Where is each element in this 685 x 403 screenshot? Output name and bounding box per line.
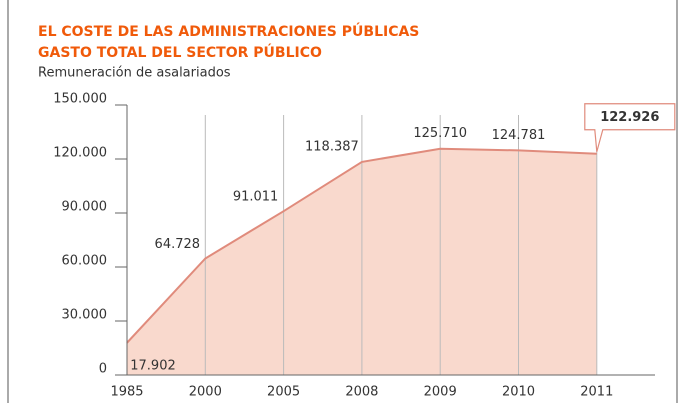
value-label: 91.011 <box>233 190 279 205</box>
value-label: 17.902 <box>130 358 176 373</box>
chart-subtitle: GASTO TOTAL DEL SECTOR PÚBLICO <box>38 43 322 61</box>
value-label: 122.926 <box>600 110 659 125</box>
y-tick-label: 0 <box>99 362 107 377</box>
x-tick-label: 2008 <box>345 385 378 400</box>
value-label: 118.387 <box>305 139 359 154</box>
x-tick-label: 2010 <box>502 385 535 400</box>
y-axis-label: Remuneración de asalariados <box>38 66 231 81</box>
x-tick-label: 2000 <box>189 385 222 400</box>
x-tick-label: 2009 <box>424 385 457 400</box>
value-label: 125.710 <box>413 126 467 141</box>
chart-title: EL COSTE DE LAS ADMINISTRACIONES PÚBLICA… <box>38 22 419 40</box>
line <box>126 147 597 344</box>
y-tick-label: 60.000 <box>62 254 108 269</box>
y-tick-label: 30.000 <box>62 308 108 323</box>
y-tick-label: 90.000 <box>62 200 108 215</box>
x-tick-label: 1985 <box>110 385 143 400</box>
x-tick-label: 2011 <box>580 385 613 400</box>
y-tick-label: 120.000 <box>53 146 107 161</box>
callout-box <box>584 103 676 152</box>
value-label: 64.728 <box>155 237 201 252</box>
y-tick-label: 150.000 <box>53 92 107 107</box>
x-tick-label: 2005 <box>267 385 300 400</box>
value-label: 124.781 <box>492 128 546 143</box>
